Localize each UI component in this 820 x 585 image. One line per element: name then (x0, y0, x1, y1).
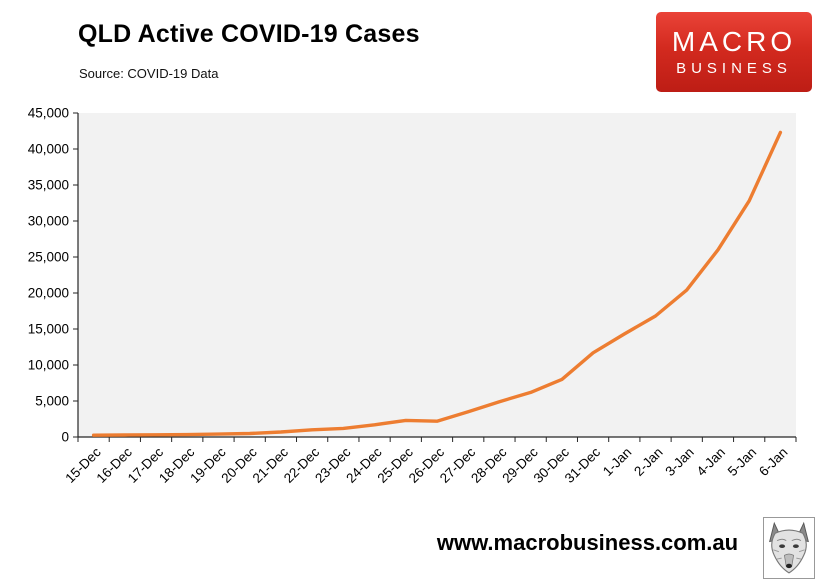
x-tick-label: 5-Jan (725, 445, 759, 479)
x-tick-label: 31-Dec (562, 444, 604, 486)
x-tick-label: 3-Jan (662, 445, 696, 479)
x-tick-label: 4-Jan (694, 445, 728, 479)
logo-text-macro: MACRO (671, 26, 797, 58)
y-tick-label: 20,000 (28, 286, 69, 301)
plot-area (78, 113, 796, 437)
footer-url: www.macrobusiness.com.au (436, 530, 739, 555)
y-tick-label: 10,000 (28, 358, 69, 373)
y-tick-label: 45,000 (28, 106, 69, 121)
x-tick-label: 6-Jan (756, 445, 790, 479)
y-tick-label: 15,000 (28, 322, 69, 337)
x-tick-label: 1-Jan (600, 445, 634, 479)
data-line (91, 130, 783, 437)
y-tick-label: 25,000 (28, 250, 69, 265)
wolf-logo-icon (763, 517, 815, 579)
x-tick-label: 2-Jan (631, 445, 665, 479)
y-tick-label: 30,000 (28, 214, 69, 229)
page-title: QLD Active COVID-19 Cases (78, 20, 420, 48)
y-tick-label: 40,000 (28, 142, 69, 157)
logo-text-business: BUSINESS (676, 59, 792, 77)
y-tick-label: 5,000 (35, 394, 69, 409)
macrobusiness-logo: MACRO BUSINESS (656, 12, 812, 92)
y-tick-label: 35,000 (28, 178, 69, 193)
source-label: Source: COVID-19 Data (79, 66, 219, 81)
y-tick-label: 0 (61, 430, 69, 445)
